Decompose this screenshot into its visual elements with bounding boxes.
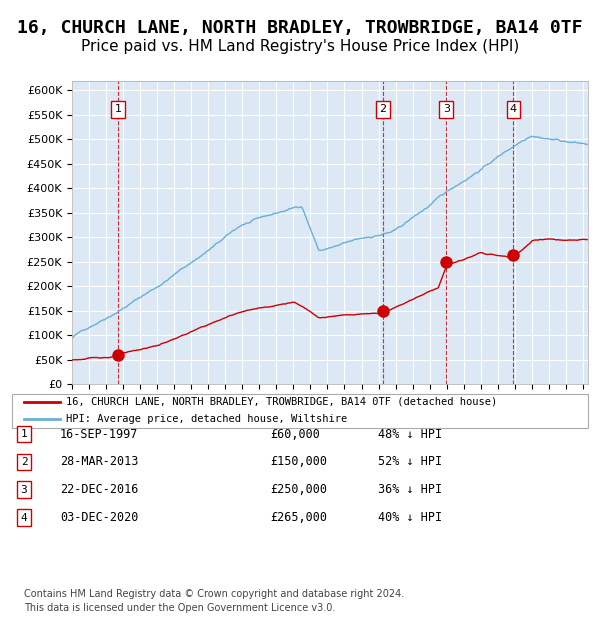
Text: HPI: Average price, detached house, Wiltshire: HPI: Average price, detached house, Wilt… (66, 414, 347, 423)
Text: 16-SEP-1997: 16-SEP-1997 (60, 428, 139, 440)
Text: 22-DEC-2016: 22-DEC-2016 (60, 484, 139, 496)
Text: 28-MAR-2013: 28-MAR-2013 (60, 456, 139, 468)
Text: Contains HM Land Registry data © Crown copyright and database right 2024.: Contains HM Land Registry data © Crown c… (24, 589, 404, 599)
Text: 16, CHURCH LANE, NORTH BRADLEY, TROWBRIDGE, BA14 0TF: 16, CHURCH LANE, NORTH BRADLEY, TROWBRID… (17, 19, 583, 37)
Text: 36% ↓ HPI: 36% ↓ HPI (378, 484, 442, 496)
Text: 1: 1 (20, 429, 28, 439)
Text: 4: 4 (510, 104, 517, 115)
Text: 3: 3 (20, 485, 28, 495)
Text: 03-DEC-2020: 03-DEC-2020 (60, 512, 139, 524)
Text: £60,000: £60,000 (270, 428, 320, 440)
Text: 3: 3 (443, 104, 450, 115)
Text: This data is licensed under the Open Government Licence v3.0.: This data is licensed under the Open Gov… (24, 603, 335, 613)
Text: 52% ↓ HPI: 52% ↓ HPI (378, 456, 442, 468)
Text: 2: 2 (379, 104, 386, 115)
Text: £250,000: £250,000 (270, 484, 327, 496)
Text: 2: 2 (20, 457, 28, 467)
Text: Price paid vs. HM Land Registry's House Price Index (HPI): Price paid vs. HM Land Registry's House … (81, 39, 519, 54)
Text: £265,000: £265,000 (270, 512, 327, 524)
Text: 40% ↓ HPI: 40% ↓ HPI (378, 512, 442, 524)
Text: 1: 1 (115, 104, 122, 115)
Text: £150,000: £150,000 (270, 456, 327, 468)
Text: 48% ↓ HPI: 48% ↓ HPI (378, 428, 442, 440)
Text: 16, CHURCH LANE, NORTH BRADLEY, TROWBRIDGE, BA14 0TF (detached house): 16, CHURCH LANE, NORTH BRADLEY, TROWBRID… (66, 397, 497, 407)
Text: 4: 4 (20, 513, 28, 523)
